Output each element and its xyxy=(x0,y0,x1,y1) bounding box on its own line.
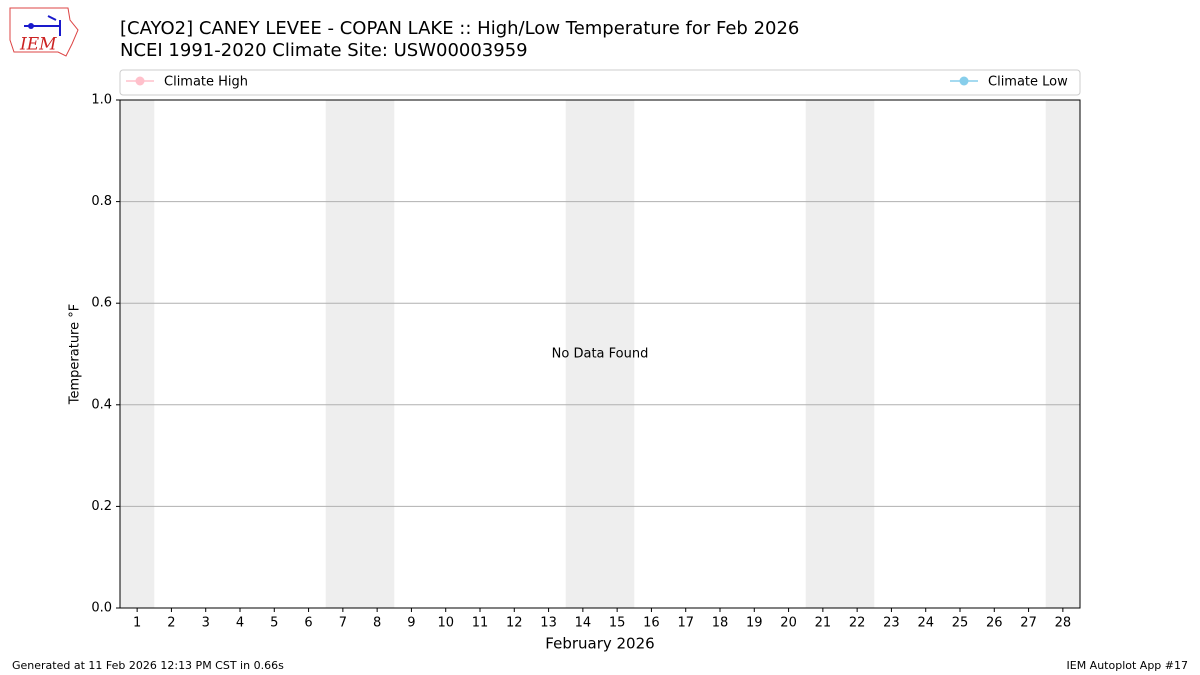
legend-box xyxy=(119,69,1081,96)
legend-label: Climate High xyxy=(164,75,248,90)
x-tick-label: 7 xyxy=(339,616,347,631)
x-tick-label: 19 xyxy=(746,616,763,631)
y-tick-label: 0.4 xyxy=(91,397,112,412)
x-tick-label: 22 xyxy=(849,616,866,631)
weekend-band xyxy=(325,100,360,608)
x-tick-label: 11 xyxy=(472,616,489,631)
x-tick-label: 24 xyxy=(917,616,934,631)
plot-frame xyxy=(119,99,1081,609)
weekend-band xyxy=(1045,100,1080,608)
legend-marker xyxy=(135,76,145,86)
x-tick-label: 27 xyxy=(1020,616,1037,631)
x-axis-label: February 2026 xyxy=(545,635,654,653)
x-tick-label: 9 xyxy=(407,616,415,631)
x-tick-label: 15 xyxy=(609,616,626,631)
x-tick-label: 14 xyxy=(575,616,592,631)
weekend-band xyxy=(805,100,840,608)
x-tick-label: 20 xyxy=(780,616,797,631)
x-tick-label: 17 xyxy=(677,616,694,631)
legend-item: Climate High xyxy=(126,75,248,90)
y-tick-label: 1.0 xyxy=(91,93,112,108)
y-tick-label: 0.0 xyxy=(91,601,112,616)
x-tick-label: 28 xyxy=(1055,616,1072,631)
y-tick-label: 0.8 xyxy=(91,194,112,209)
x-tick-label: 26 xyxy=(986,616,1003,631)
x-tick-label: 6 xyxy=(304,616,312,631)
logo: IEM xyxy=(9,7,79,57)
logo-dot xyxy=(28,23,34,29)
x-tick-label: 10 xyxy=(437,616,454,631)
x-tick-label: 5 xyxy=(270,616,278,631)
legend-label: Climate Low xyxy=(988,75,1068,90)
x-tick-label: 18 xyxy=(712,616,729,631)
weekend-band xyxy=(120,100,155,608)
x-tick-label: 25 xyxy=(952,616,969,631)
footer-right: IEM Autoplot App #17 xyxy=(1067,659,1189,672)
y-axis-label: Temperature °F xyxy=(68,304,83,405)
x-tick-label: 8 xyxy=(373,616,381,631)
x-tick-label: 12 xyxy=(506,616,523,631)
x-tick-label: 4 xyxy=(236,616,244,631)
x-tick-label: 1 xyxy=(133,616,141,631)
x-tick-label: 2 xyxy=(167,616,175,631)
chart-subtitle: NCEI 1991-2020 Climate Site: USW00003959 xyxy=(120,40,528,61)
legend-marker xyxy=(959,76,969,86)
weekend-band xyxy=(565,100,600,608)
weekend-band xyxy=(360,100,395,608)
x-tick-label: 21 xyxy=(815,616,832,631)
weekend-band xyxy=(600,100,635,608)
footer-left: Generated at 11 Feb 2026 12:13 PM CST in… xyxy=(12,659,284,672)
chart-title: [CAYO2] CANEY LEVEE - COPAN LAKE :: High… xyxy=(120,18,799,39)
x-tick-label: 23 xyxy=(883,616,900,631)
x-tick-label: 13 xyxy=(540,616,557,631)
weekend-band xyxy=(840,100,875,608)
legend-item: Climate Low xyxy=(950,75,1068,90)
y-tick-label: 0.2 xyxy=(91,499,112,514)
x-tick-label: 3 xyxy=(202,616,210,631)
annotation: No Data Found xyxy=(552,347,649,362)
logo-text: IEM xyxy=(19,35,57,55)
x-tick-label: 16 xyxy=(643,616,660,631)
y-tick-label: 0.6 xyxy=(91,296,112,311)
